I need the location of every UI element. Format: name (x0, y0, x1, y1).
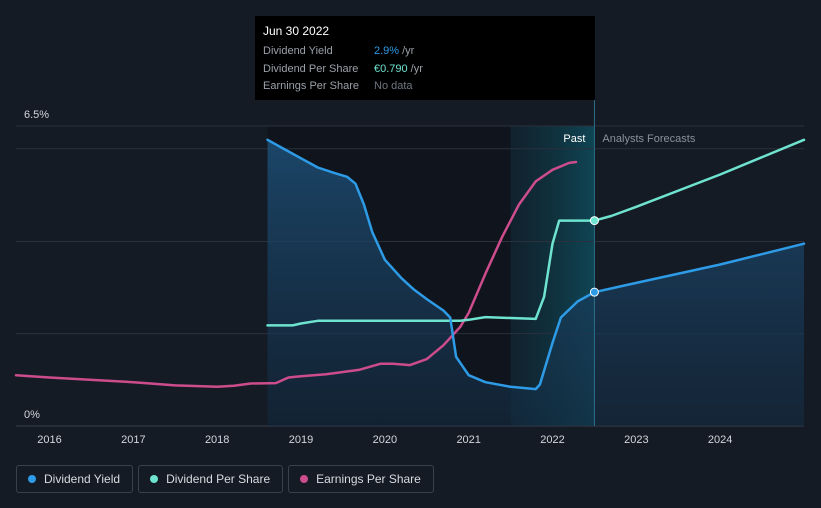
tooltip-row-earnings-per-share: Earnings Per Share No data (263, 80, 587, 98)
y-axis-top-label: 6.5% (24, 109, 49, 121)
legend: Dividend Yield Dividend Per Share Earnin… (16, 465, 434, 493)
x-tick-label: 2017 (121, 434, 145, 446)
dividend-yield-area (267, 139, 804, 427)
legend-dot-icon (300, 475, 309, 483)
x-tick-label: 2018 (205, 434, 229, 446)
legend-dot-icon (150, 475, 159, 483)
x-tick-label: 2019 (289, 434, 313, 446)
x-tick-label: 2024 (708, 434, 732, 446)
legend-label: Dividend Yield (44, 472, 121, 486)
tooltip-label: Earnings Per Share (263, 80, 359, 92)
tooltip-value: 2.9% (374, 45, 400, 57)
x-tick-label: 2020 (373, 434, 397, 446)
dividend-per-share-line (266, 138, 806, 327)
tooltip-row-dividend-yield: Dividend Yield 2.9% /yr (263, 45, 587, 63)
tooltip-value: No data (374, 80, 413, 92)
tooltip-unit: /yr (410, 62, 423, 75)
tooltip-value: €0.790 (374, 62, 408, 75)
x-tick-label: 2023 (624, 434, 648, 446)
past-label: Past (563, 133, 585, 145)
dividend-yield-marker[interactable] (589, 287, 599, 297)
tooltip-label: Dividend Per Share (263, 62, 359, 75)
dividend-yield-line (266, 138, 806, 391)
tooltip-row-dividend-per-share: Dividend Per Share €0.790 /yr (263, 63, 587, 81)
tooltip-label: Dividend Yield (263, 45, 333, 57)
tooltip-date: Jun 30 2022 (263, 24, 330, 38)
x-tick-label: 2021 (456, 434, 480, 446)
legend-item-earnings-per-share[interactable]: Earnings Per Share (288, 465, 434, 493)
earnings-per-share-line (14, 160, 578, 389)
legend-item-dividend-yield[interactable]: Dividend Yield (16, 465, 134, 493)
dividend-per-share-marker[interactable] (589, 216, 599, 226)
legend-label: Dividend Per Share (166, 472, 271, 486)
legend-dot-icon (28, 475, 36, 483)
tooltip-unit: /yr (402, 45, 415, 57)
y-axis-bottom-label: 0% (24, 409, 40, 421)
legend-label: Earnings Per Share (316, 472, 421, 486)
tooltip: Jun 30 2022 Dividend Yield 2.9% /yr Divi… (255, 16, 595, 100)
legend-item-dividend-per-share[interactable]: Dividend Per Share (138, 465, 284, 493)
forecast-label: Analysts Forecasts (602, 133, 695, 145)
x-tick-label: 2022 (540, 434, 564, 446)
x-tick-label: 2016 (37, 434, 61, 446)
